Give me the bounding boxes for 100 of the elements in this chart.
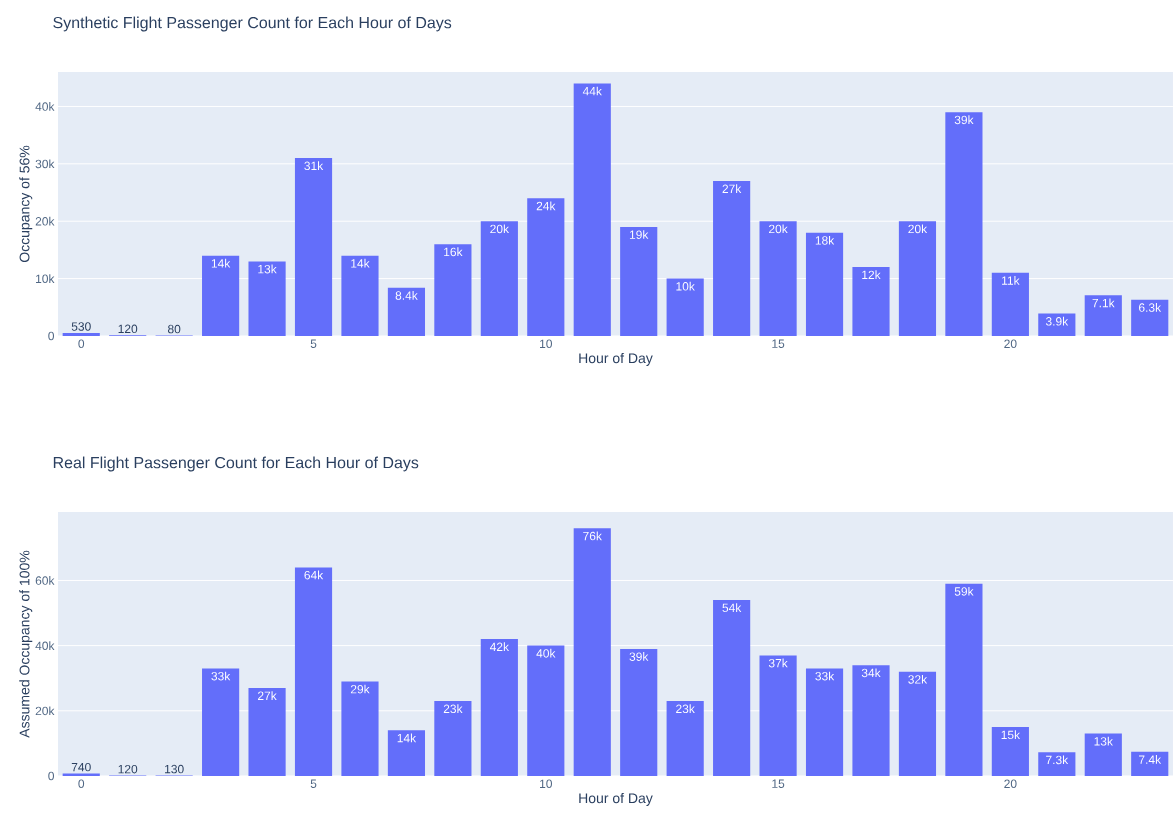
bar (294, 567, 333, 776)
data-label: 39k (629, 652, 649, 661)
bar (527, 645, 565, 776)
bar (573, 83, 611, 336)
y-tick-label: 30k (35, 159, 55, 169)
bar (1084, 295, 1122, 336)
data-label: 18k (815, 235, 835, 245)
data-label: 64k (304, 570, 324, 580)
y-tick-label: 0 (48, 331, 55, 341)
data-label: 19k (629, 230, 649, 239)
bar (202, 255, 240, 336)
data-label: 14k (397, 733, 417, 743)
bar (387, 287, 426, 336)
data-label: 24k (536, 201, 556, 211)
bar (759, 221, 797, 336)
bar (434, 244, 472, 336)
bar (1131, 751, 1169, 776)
y-axis-title: Assumed Occupancy of 100% (19, 550, 33, 738)
data-label: 23k (676, 704, 695, 714)
y-tick-label: 40k (35, 641, 55, 651)
bar (666, 701, 704, 776)
x-tick-label: 15 (772, 339, 785, 348)
x-tick-label: 10 (540, 339, 553, 349)
data-label: 120 (118, 764, 138, 774)
bar (805, 668, 844, 776)
data-label: 29k (350, 684, 370, 694)
data-label: 7.3k (1046, 755, 1069, 765)
data-label: 740 (71, 762, 91, 772)
y-tick-label: 10k (36, 274, 55, 283)
bar (341, 255, 379, 336)
data-label: 59k (954, 586, 974, 596)
data-label: 80 (167, 324, 181, 334)
bar (713, 181, 751, 336)
bar (991, 272, 1029, 336)
x-tick-label: 15 (772, 779, 785, 788)
data-label: 33k (815, 671, 835, 681)
x-tick-label: 5 (310, 779, 317, 788)
y-tick-label: 60k (35, 576, 55, 585)
data-label: 37k (768, 658, 788, 668)
data-label: 20k (908, 224, 928, 234)
bar (945, 112, 983, 336)
bar (1131, 299, 1169, 336)
x-tick-label: 20 (1004, 779, 1017, 789)
bar (898, 671, 937, 776)
data-label: 32k (908, 674, 928, 684)
data-label: 42k (489, 642, 510, 651)
y-tick-label: 40k (35, 102, 55, 111)
data-label: 3.9k (1045, 316, 1069, 326)
data-label: 530 (71, 322, 91, 331)
bar (1084, 733, 1122, 776)
bar (666, 278, 704, 336)
data-label: 7.1k (1092, 298, 1115, 308)
bar (387, 730, 426, 776)
bar (62, 332, 100, 336)
data-label: 20k (769, 224, 788, 234)
bar (294, 158, 333, 336)
bar (248, 687, 286, 776)
bar (527, 198, 565, 336)
y-tick-label: 20k (35, 706, 55, 716)
bar (434, 701, 472, 776)
x-tick-label: 0 (78, 339, 85, 349)
data-label: 54k (722, 603, 742, 612)
data-label: 27k (722, 184, 742, 193)
chart-title: Real Flight Passenger Count for Each Hour of Days (53, 456, 419, 472)
bar (480, 221, 518, 336)
bar (202, 668, 240, 776)
bar (945, 583, 983, 776)
bar (898, 221, 937, 336)
bar (1038, 752, 1076, 776)
data-label: 6.3k (1139, 303, 1162, 312)
x-axis-title: Hour of Day (579, 352, 653, 366)
data-label: 12k (862, 270, 881, 280)
bar (341, 681, 379, 776)
bar (1038, 313, 1076, 336)
x-tick-label: 0 (78, 779, 85, 789)
data-label: 20k (490, 224, 510, 234)
bar (713, 599, 751, 776)
data-label: 76k (583, 531, 602, 541)
data-label: 23k (443, 704, 463, 714)
data-label: 44k (582, 86, 602, 96)
data-label: 8.4k (395, 290, 418, 300)
data-label: 13k (1094, 736, 1113, 746)
data-label: 130 (165, 764, 184, 774)
data-label: 15k (1001, 730, 1021, 740)
bar (805, 232, 844, 336)
data-label: 13k (258, 264, 277, 274)
data-label: 31k (304, 161, 324, 171)
x-axis-title: Hour of Day (579, 792, 653, 806)
x-tick-label: 5 (310, 339, 317, 348)
y-axis-title: Occupancy of 56% (19, 145, 33, 263)
bar (852, 267, 890, 336)
data-label: 14k (211, 258, 231, 268)
data-label: 33k (211, 671, 231, 681)
data-label: 40k (536, 648, 556, 658)
data-label: 7.4k (1139, 755, 1162, 764)
data-label: 39k (954, 115, 974, 125)
x-tick-label: 10 (540, 779, 553, 789)
bar (620, 648, 658, 776)
bar (991, 727, 1029, 776)
data-label: 34k (861, 668, 881, 678)
